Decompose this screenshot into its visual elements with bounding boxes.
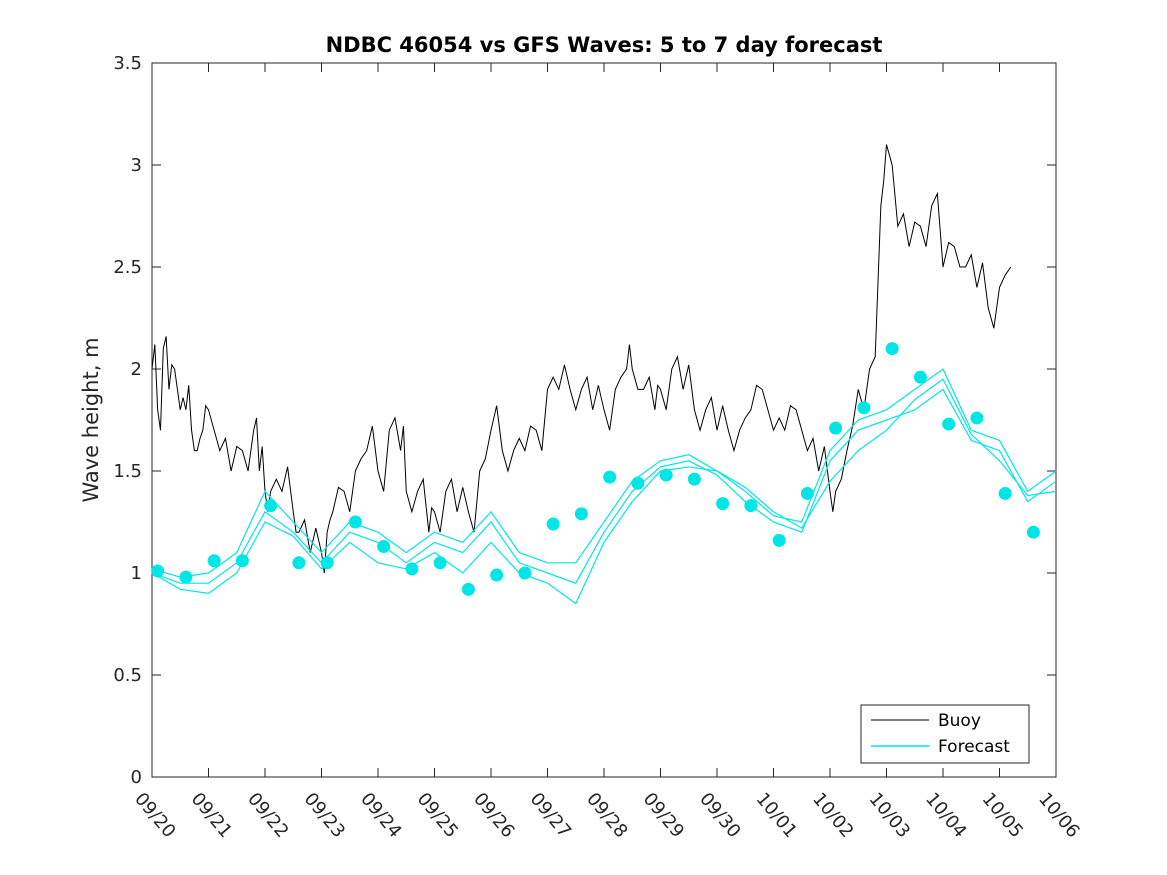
forecast-marker: [490, 568, 504, 582]
y-tick-label: 2: [131, 359, 142, 380]
x-tick-label: 10/02: [808, 789, 857, 842]
forecast-marker: [687, 472, 701, 486]
legend-buoy-label: Buoy: [938, 711, 981, 731]
forecast-marker: [1026, 525, 1040, 539]
forecast-marker: [603, 470, 617, 484]
x-tick-label: 09/28: [582, 789, 631, 842]
forecast-marker: [320, 556, 334, 570]
y-tick-label: 3.5: [113, 53, 142, 74]
forecast-marker: [518, 566, 532, 580]
forecast-marker: [631, 476, 645, 490]
x-tick-label: 09/20: [130, 789, 179, 842]
forecast-marker: [800, 486, 814, 500]
forecast-marker: [433, 556, 447, 570]
series-layer: [151, 144, 1057, 605]
forecast-marker: [264, 499, 278, 513]
y-tick-label: 0.5: [113, 665, 142, 686]
forecast-marker: [179, 570, 193, 584]
y-tick-label: 1.5: [113, 461, 142, 482]
legend-box: [860, 704, 1030, 764]
x-tick-label: 09/30: [695, 789, 744, 842]
x-tick-label: 09/27: [526, 789, 575, 842]
forecast-marker: [574, 507, 588, 521]
x-tick-label: 09/25: [413, 789, 462, 842]
y-tick-label: 0: [131, 767, 142, 788]
y-tick-label: 1: [131, 563, 142, 584]
forecast-marker: [970, 411, 984, 425]
x-tick-label: 10/01: [752, 789, 801, 842]
plot-frame: [151, 62, 1057, 778]
forecast-series-line: [151, 368, 1057, 578]
forecast-series-line: [151, 378, 1057, 605]
plot-area: [151, 62, 1057, 778]
x-tick-label: 09/21: [187, 789, 236, 842]
forecast-marker: [744, 499, 758, 513]
forecast-marker: [348, 515, 362, 529]
forecast-marker: [207, 554, 221, 568]
x-tick-label: 10/03: [865, 789, 914, 842]
forecast-marker: [151, 564, 165, 578]
marker-layer: [151, 342, 1040, 596]
forecast-marker: [461, 582, 475, 596]
x-tick-label: 10/06: [1034, 789, 1083, 842]
chart-title: NDBC 46054 vs GFS Waves: 5 to 7 day fore…: [326, 33, 883, 57]
x-tick-label: 10/05: [978, 789, 1027, 842]
forecast-marker: [235, 554, 249, 568]
forecast-marker: [885, 342, 899, 356]
x-tick-label: 09/24: [356, 789, 405, 842]
x-tick-label: 10/04: [921, 789, 970, 842]
forecast-marker: [716, 497, 730, 511]
forecast-marker: [546, 517, 560, 531]
forecast-marker: [659, 468, 673, 482]
y-axis-label: Wave height, m: [79, 337, 103, 502]
y-axis: 0 0.5 1 1.5 2 2.5 3 3.5: [113, 53, 1056, 788]
legend: Buoy Forecast: [860, 704, 1030, 764]
legend-forecast-label: Forecast: [938, 737, 1010, 757]
x-tick-label: 09/23: [300, 789, 349, 842]
y-tick-label: 2.5: [113, 257, 142, 278]
forecast-marker: [942, 417, 956, 431]
y-tick-label: 3: [131, 155, 142, 176]
forecast-marker: [857, 401, 871, 415]
forecast-marker: [998, 486, 1012, 500]
forecast-series-line: [151, 388, 1057, 584]
forecast-marker: [829, 421, 843, 435]
x-tick-label: 09/26: [469, 789, 518, 842]
forecast-marker: [405, 562, 419, 576]
forecast-marker: [292, 556, 306, 570]
forecast-marker: [913, 370, 927, 384]
x-tick-label: 09/22: [243, 789, 292, 842]
forecast-marker: [377, 539, 391, 553]
x-tick-label: 09/29: [639, 789, 688, 842]
forecast-marker: [772, 533, 786, 547]
